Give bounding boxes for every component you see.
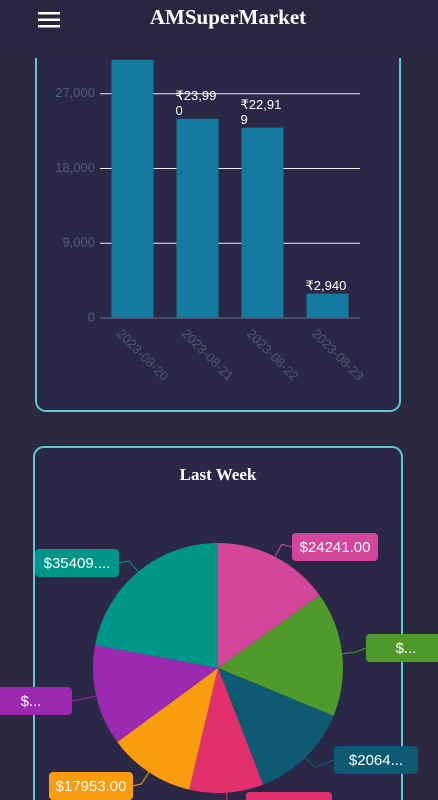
menu-button[interactable] [38,12,60,28]
pie-slice [93,645,218,743]
value-label-box: ₹23,990 [175,87,217,118]
bar [241,127,284,318]
bar [111,59,154,318]
label-box [334,746,418,774]
pie-slice [218,543,320,668]
value-label-box: ₹2,940 [305,277,347,293]
leader-line [274,543,293,558]
menu-bar [38,25,60,28]
bar [306,293,349,318]
leader-line [342,647,367,655]
pie-slice [117,668,218,790]
menu-bar [38,12,60,15]
pie-slice [189,668,264,794]
leader-line [226,792,228,800]
label-box [292,533,378,561]
y-tick-label: 27,000 [55,85,95,100]
value-label-box: ₹22,919 [240,96,282,127]
value-label: $17953.00 [56,778,127,795]
label-box [35,549,119,577]
leader-line [71,695,97,702]
leader-line [132,771,150,787]
value-label: ₹23,990 [175,87,217,118]
pie-slice [218,668,334,785]
value-label: $24241.00 [300,539,371,556]
label-box [49,772,133,800]
pie-chart: $24241.00 $... $2064... $17953.00 $... $35409… [0,533,438,800]
y-tick-label: 18,000 [55,160,95,175]
header [0,0,438,58]
value-label: $... [21,693,42,710]
leader-line [305,757,335,769]
value-label: ₹2,940 [305,277,347,293]
menu-bar [38,18,60,21]
pie-slice [218,595,343,716]
value-label: $35409.... [44,555,111,572]
label-box [0,687,72,715]
value-label: ₹22,919 [240,96,282,127]
leader-line [118,560,139,573]
value-label: $2064... [349,752,403,769]
label-box [366,634,438,662]
bar [176,118,219,318]
y-tick-label: 9,000 [62,235,95,250]
pie-slice [95,543,218,668]
pie-title: Last Week [180,465,257,484]
value-label: $... [396,640,417,657]
app-title: AMSuperMarket [150,5,306,29]
label-box [246,792,332,800]
y-tick-label: 0 [88,309,95,324]
